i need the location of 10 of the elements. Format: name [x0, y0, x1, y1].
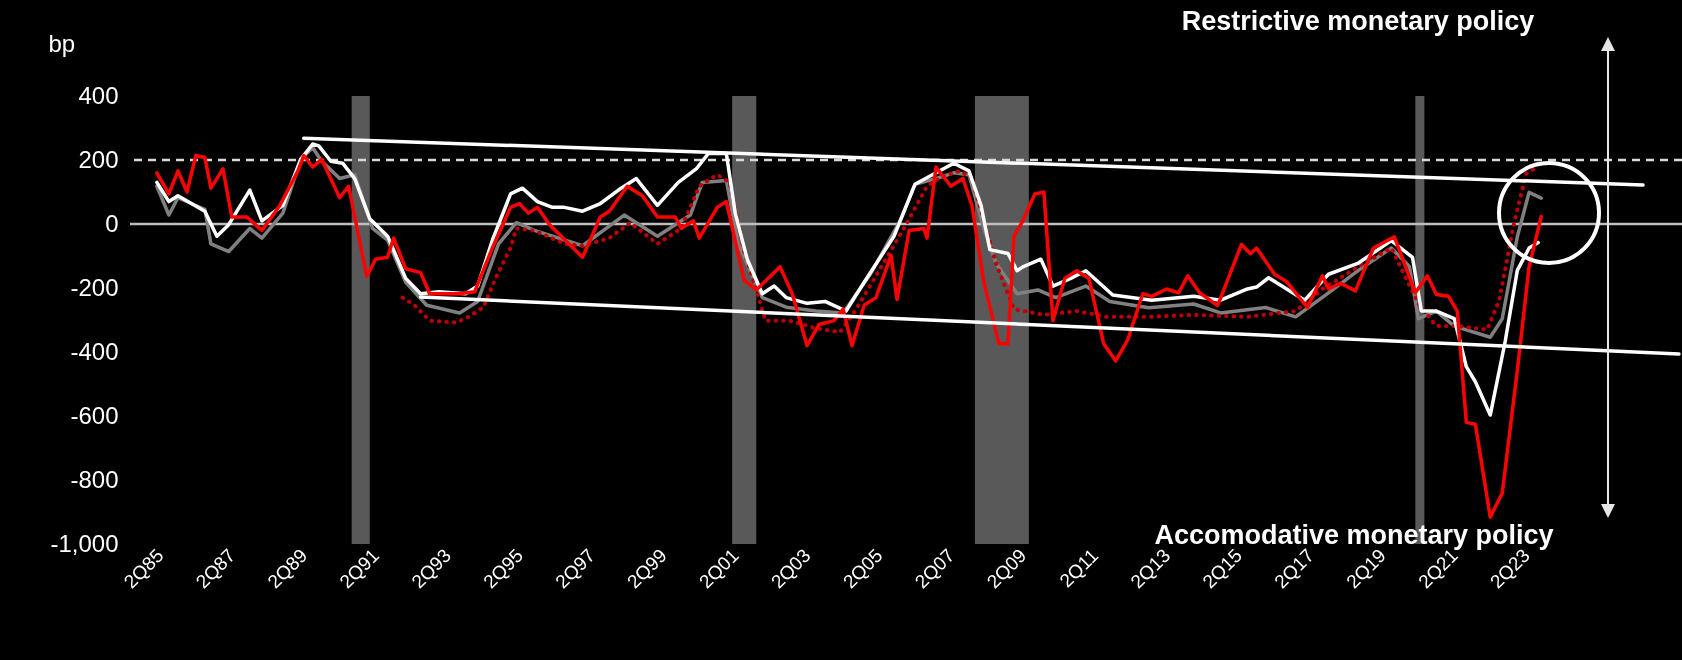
y-tick-label: -200	[70, 273, 119, 301]
y-tick-label: -600	[70, 401, 119, 429]
y-tick-label: -800	[70, 465, 119, 493]
y-axis-title: bp	[48, 29, 76, 57]
y-tick-label: 0	[105, 209, 119, 237]
y-tick-label: 400	[78, 81, 119, 109]
y-tick-label: -400	[70, 337, 119, 365]
y-tick-label: -1,000	[50, 529, 119, 557]
text: Restrictive monetary policy	[1181, 6, 1535, 36]
y-tick-label: 200	[78, 145, 119, 173]
